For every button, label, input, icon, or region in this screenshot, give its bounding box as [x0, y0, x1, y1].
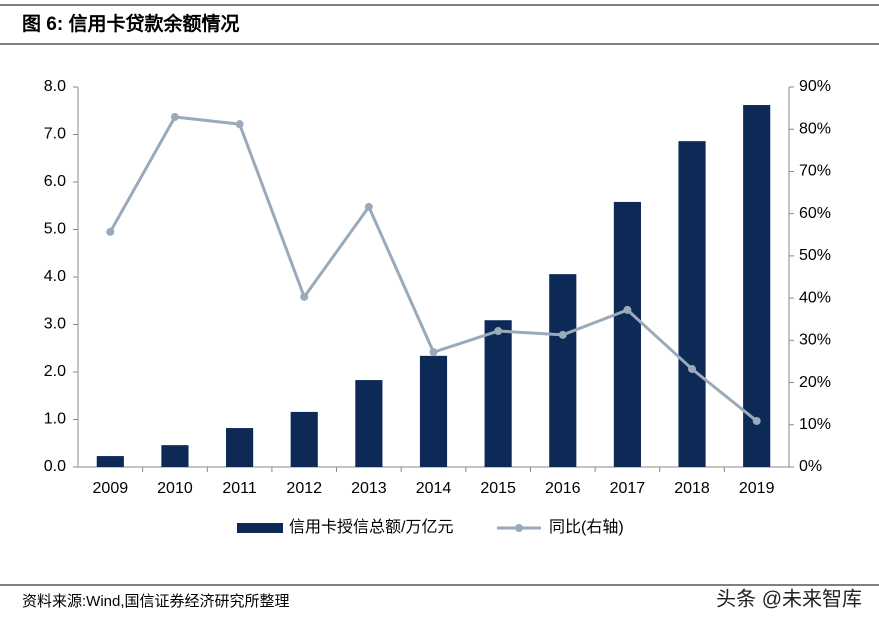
watermark: 头条 @未来智库	[716, 587, 862, 610]
line-point	[623, 305, 632, 314]
line-point	[558, 330, 567, 339]
line-point	[106, 227, 115, 236]
x-tick-label: 2015	[480, 480, 516, 497]
y-tick-label: 6.0	[44, 173, 66, 190]
y-tick-label: 5.0	[44, 221, 66, 238]
bar	[290, 411, 318, 467]
y2-tick-label: 60%	[799, 205, 831, 222]
x-tick-label: 2016	[545, 480, 581, 497]
x-tick-label: 2014	[416, 480, 452, 497]
y-tick-label: 1.0	[44, 411, 66, 428]
y-tick-label: 3.0	[44, 316, 66, 333]
bar	[484, 320, 512, 467]
y2-tick-label: 40%	[799, 289, 831, 306]
y2-tick-label: 90%	[799, 78, 831, 95]
y2-tick-label: 10%	[799, 416, 831, 433]
legend-swatch	[237, 523, 283, 533]
x-tick-label: 2012	[286, 480, 322, 497]
line-point	[494, 327, 503, 336]
x-tick-label: 2011	[222, 480, 257, 497]
y-tick-label: 0.0	[44, 458, 66, 475]
source: 资料来源:Wind,国信证券经济研究所整理	[22, 593, 290, 610]
bar	[549, 274, 577, 467]
x-tick-label: 2019	[739, 480, 775, 497]
bar	[355, 380, 383, 467]
x-tick-label: 2017	[610, 480, 646, 497]
y-tick-label: 8.0	[44, 78, 66, 95]
x-tick-label: 2013	[351, 480, 387, 497]
legend-swatch	[515, 524, 523, 532]
line-point	[170, 112, 179, 121]
line-point	[429, 348, 438, 357]
y-tick-label: 7.0	[44, 126, 66, 143]
line-point	[688, 365, 697, 374]
bar	[419, 355, 448, 467]
y2-tick-label: 0%	[799, 458, 822, 475]
chart-title: 图 6: 信用卡贷款余额情况	[22, 12, 239, 35]
y2-tick-label: 70%	[799, 163, 831, 180]
bar	[96, 456, 124, 467]
bar	[613, 201, 641, 467]
line-point	[300, 292, 309, 301]
y2-tick-label: 50%	[799, 247, 831, 264]
line-point	[364, 202, 373, 211]
y2-tick-label: 80%	[799, 120, 831, 137]
line-point	[235, 120, 244, 129]
line-point	[752, 416, 761, 425]
legend-label: 信用卡授信总额/万亿元	[289, 518, 453, 536]
y-tick-label: 2.0	[44, 363, 66, 380]
y-tick-label: 4.0	[44, 268, 66, 285]
x-tick-label: 2018	[674, 480, 710, 497]
bar	[743, 105, 771, 468]
bar	[226, 428, 254, 467]
bar	[678, 141, 706, 467]
legend-label: 同比(右轴)	[549, 518, 624, 536]
x-tick-label: 2010	[157, 480, 193, 497]
bar	[161, 445, 189, 467]
y2-tick-label: 30%	[799, 332, 831, 349]
y2-tick-label: 20%	[799, 374, 831, 391]
x-tick-label: 2009	[93, 480, 129, 497]
